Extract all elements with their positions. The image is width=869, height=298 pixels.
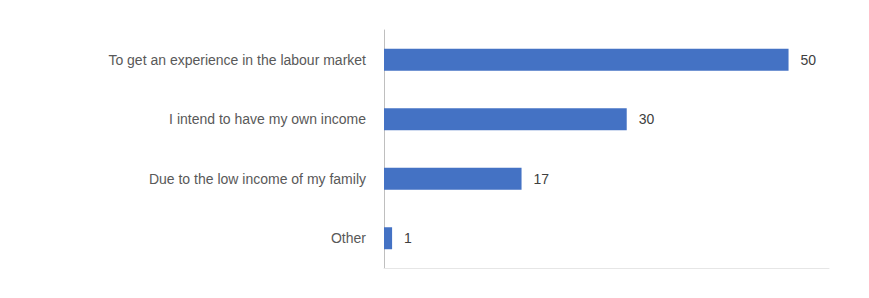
svg-text:Other: Other	[331, 230, 366, 246]
svg-text:Due to the low income of my fa: Due to the low income of my family	[149, 171, 366, 187]
svg-text:30: 30	[639, 111, 655, 127]
svg-text:17: 17	[534, 171, 550, 187]
svg-text:To get an experience in the la: To get an experience in the labour marke…	[108, 52, 366, 68]
svg-text:1: 1	[404, 230, 412, 246]
svg-text:50: 50	[801, 52, 817, 68]
svg-text:I intend to have my own income: I intend to have my own income	[169, 111, 366, 127]
